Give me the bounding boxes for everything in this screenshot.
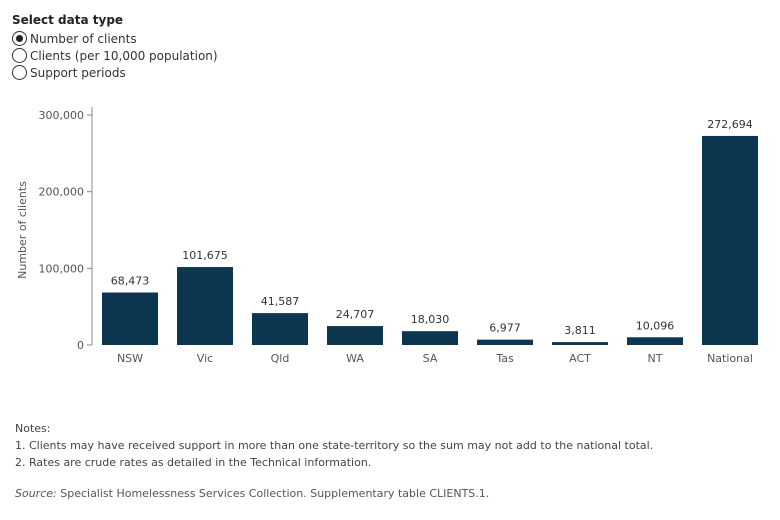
- bar-value-label: 101,675: [182, 249, 228, 262]
- note-item: 2. Rates are crude rates as detailed in …: [15, 456, 372, 469]
- notes-heading: Notes:: [15, 422, 51, 435]
- y-tick-label: 300,000: [39, 109, 85, 122]
- bar: [102, 292, 158, 345]
- bar-chart: 0 100,000 200,000 300,000 Number of clients 6…: [16, 107, 758, 365]
- bar: [627, 337, 683, 345]
- x-tick-label: SA: [423, 352, 438, 365]
- bar-value-label: 272,694: [707, 118, 753, 131]
- y-tick-label: 100,000: [39, 262, 85, 275]
- notes: Notes: 1. Clients may have received supp…: [15, 420, 653, 471]
- radio-clients-per-10000[interactable]: Clients (per 10,000 population): [12, 47, 218, 64]
- radio-button-icon[interactable]: [12, 31, 27, 46]
- bar-value-label: 18,030: [411, 313, 450, 326]
- x-tick-label: Tas: [495, 352, 514, 365]
- source-label: Source:: [15, 487, 57, 500]
- radio-label: Number of clients: [30, 31, 137, 46]
- bar-value-label: 10,096: [636, 319, 675, 332]
- bar: [327, 326, 383, 345]
- x-tick-label: National: [707, 352, 753, 365]
- x-tick-label: Qld: [271, 352, 290, 365]
- bar-value-label: 24,707: [336, 308, 375, 321]
- bar: [702, 135, 758, 345]
- radio-label: Support periods: [30, 65, 126, 80]
- x-tick-label: NSW: [117, 352, 143, 365]
- radio-label: Clients (per 10,000 population): [30, 48, 218, 63]
- bar: [252, 313, 308, 345]
- bar: [177, 267, 233, 345]
- source-text: Specialist Homelessness Services Collect…: [56, 487, 490, 500]
- data-type-selector: Select data type Number of clients Clien…: [12, 13, 218, 81]
- radio-number-of-clients[interactable]: Number of clients: [12, 30, 218, 47]
- x-tick-label: NT: [648, 352, 663, 365]
- y-axis-title: Number of clients: [16, 181, 29, 279]
- bar-value-label: 6,977: [489, 322, 521, 335]
- radio-button-icon[interactable]: [12, 65, 27, 80]
- x-tick-label: Vic: [197, 352, 213, 365]
- radio-button-icon[interactable]: [12, 48, 27, 63]
- y-tick-label: 0: [77, 339, 84, 352]
- y-tick-label: 200,000: [39, 186, 85, 199]
- x-tick-label: WA: [346, 352, 364, 365]
- bar: [477, 339, 533, 345]
- note-item: 1. Clients may have received support in …: [15, 439, 654, 452]
- bar: [552, 342, 608, 345]
- bar-value-label: 41,587: [261, 295, 300, 308]
- x-tick-label: ACT: [569, 352, 591, 365]
- selector-title: Select data type: [12, 13, 124, 27]
- bar-value-label: 3,811: [564, 324, 596, 337]
- bar: [402, 331, 458, 345]
- radio-support-periods[interactable]: Support periods: [12, 64, 218, 81]
- source-line: Source: Specialist Homelessness Services…: [15, 487, 489, 500]
- bar-value-label: 68,473: [111, 275, 150, 288]
